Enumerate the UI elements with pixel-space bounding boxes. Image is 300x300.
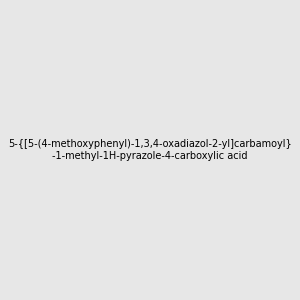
Text: 5-{[5-(4-methoxyphenyl)-1,3,4-oxadiazol-2-yl]carbamoyl}
-1-methyl-1H-pyrazole-4-: 5-{[5-(4-methoxyphenyl)-1,3,4-oxadiazol-…: [8, 139, 292, 161]
